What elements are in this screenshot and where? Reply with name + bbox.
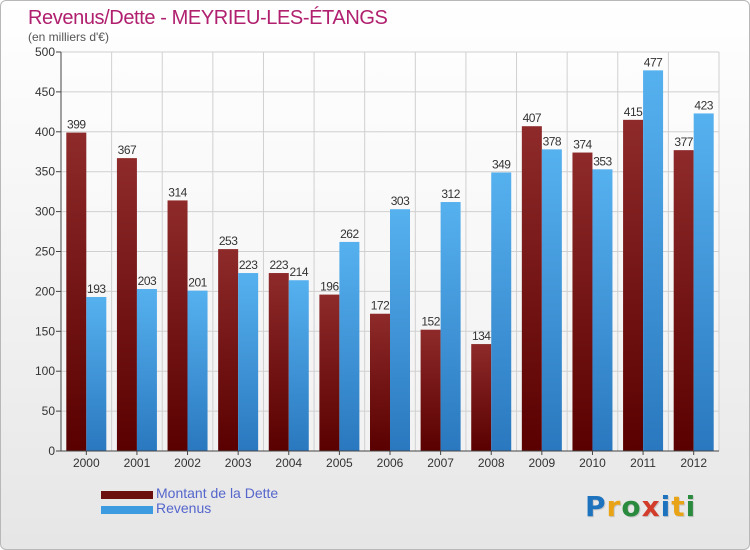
- x-tick-label: 2005: [326, 456, 353, 470]
- value-label: 196: [320, 280, 339, 294]
- axes: 0 50 100 150 200 250 300 350 400 450 500 2000 2001 20…: [35, 45, 719, 470]
- value-label: 134: [472, 329, 491, 343]
- value-label: 253: [219, 234, 238, 248]
- y-tick-label: 350: [35, 165, 55, 179]
- x-tick-label: 2011: [630, 456, 656, 470]
- bar-dette: [167, 200, 188, 451]
- x-tick-label: 2012: [680, 456, 707, 470]
- x-tick-label: 2006: [377, 456, 404, 470]
- value-label: 214: [290, 265, 309, 279]
- bar-revenus: [339, 241, 360, 451]
- bar-dette: [66, 132, 87, 451]
- y-tick-label: 250: [35, 245, 55, 259]
- value-label: 152: [421, 315, 440, 329]
- value-label: 477: [644, 55, 663, 69]
- value-label: 314: [168, 185, 187, 199]
- value-label: 193: [87, 282, 106, 296]
- x-tick-label: 2001: [124, 456, 151, 470]
- bar-dette: [116, 158, 137, 451]
- logo-letter: P: [585, 490, 607, 523]
- value-label: 374: [573, 138, 592, 152]
- chart-subtitle: (en milliers d'€): [28, 30, 109, 44]
- y-tick-label: 0: [48, 444, 55, 458]
- logo-letter: r: [606, 490, 622, 523]
- value-label: 303: [391, 194, 410, 208]
- value-label: 407: [523, 111, 542, 125]
- bar-revenus: [288, 280, 309, 451]
- y-tick-label: 450: [35, 85, 55, 99]
- value-label: 172: [371, 299, 390, 313]
- value-label: 223: [239, 258, 258, 272]
- bar-revenus: [390, 209, 410, 451]
- value-label: 203: [138, 274, 157, 288]
- legend-label-revenus: Revenus: [156, 500, 212, 516]
- proxiti-logo: Proxiti: [585, 490, 696, 523]
- x-tick-label: 2003: [225, 456, 252, 470]
- logo-letter: i: [685, 490, 697, 523]
- bar-dette: [471, 344, 492, 451]
- bar-dette: [218, 249, 239, 451]
- bar-dette: [521, 126, 542, 452]
- chart-title: Revenus/Dette - MEYRIEU-LES-ÉTANGS: [28, 7, 388, 29]
- logo-letter: t: [671, 490, 686, 523]
- y-tick-label: 50: [42, 404, 56, 418]
- y-tick-label: 100: [35, 364, 55, 378]
- bar-dette: [319, 294, 340, 451]
- value-label: 349: [492, 157, 511, 171]
- value-label: 378: [543, 134, 562, 148]
- bar-revenus: [136, 289, 157, 451]
- y-tick-label: 300: [35, 205, 55, 219]
- value-label: 367: [118, 143, 137, 157]
- bar-dette: [623, 119, 644, 451]
- y-tick-label: 500: [35, 45, 55, 59]
- x-tick-label: 2004: [275, 456, 302, 470]
- bar-revenus: [187, 290, 208, 451]
- x-tick-label: 2002: [174, 456, 201, 470]
- bar-revenus: [238, 273, 259, 451]
- value-label: 377: [674, 135, 693, 149]
- legend-swatch-revenus: [101, 506, 153, 514]
- bar-revenus: [541, 149, 562, 451]
- value-label: 223: [270, 258, 289, 272]
- bar-revenus: [643, 70, 664, 451]
- bar-dette: [673, 150, 694, 452]
- legend-label-dette: Montant de la Dette: [156, 485, 279, 501]
- x-tick-label: 2000: [73, 456, 100, 470]
- bar-revenus: [693, 113, 714, 452]
- bar-revenus: [491, 172, 512, 452]
- bars: [66, 70, 714, 452]
- legend-swatch-dette: [101, 491, 153, 499]
- y-tick-label: 400: [35, 125, 55, 139]
- bar-dette: [370, 313, 390, 451]
- x-tick-label: 2007: [427, 456, 454, 470]
- bar-revenus: [86, 296, 107, 451]
- x-tick-label: 2010: [579, 456, 606, 470]
- logo-letter: o: [621, 490, 642, 523]
- value-label: 353: [593, 154, 612, 168]
- logo-letter: x: [641, 490, 661, 523]
- y-tick-label: 150: [35, 324, 55, 338]
- logo-letter: i: [660, 490, 672, 523]
- value-label: 201: [188, 276, 207, 290]
- value-label: 312: [441, 187, 460, 201]
- x-tick-label: 2009: [528, 456, 555, 470]
- bar-dette: [268, 273, 289, 451]
- value-label: 262: [340, 227, 359, 241]
- value-label: 423: [694, 98, 713, 112]
- x-tick-label: 2008: [478, 456, 505, 470]
- bar-revenus: [440, 202, 461, 451]
- bar-dette: [572, 152, 593, 451]
- bar-revenus: [592, 169, 613, 451]
- value-label: 399: [67, 118, 86, 132]
- value-label: 415: [624, 105, 643, 119]
- y-tick-label: 200: [35, 284, 55, 298]
- bar-dette: [420, 329, 441, 451]
